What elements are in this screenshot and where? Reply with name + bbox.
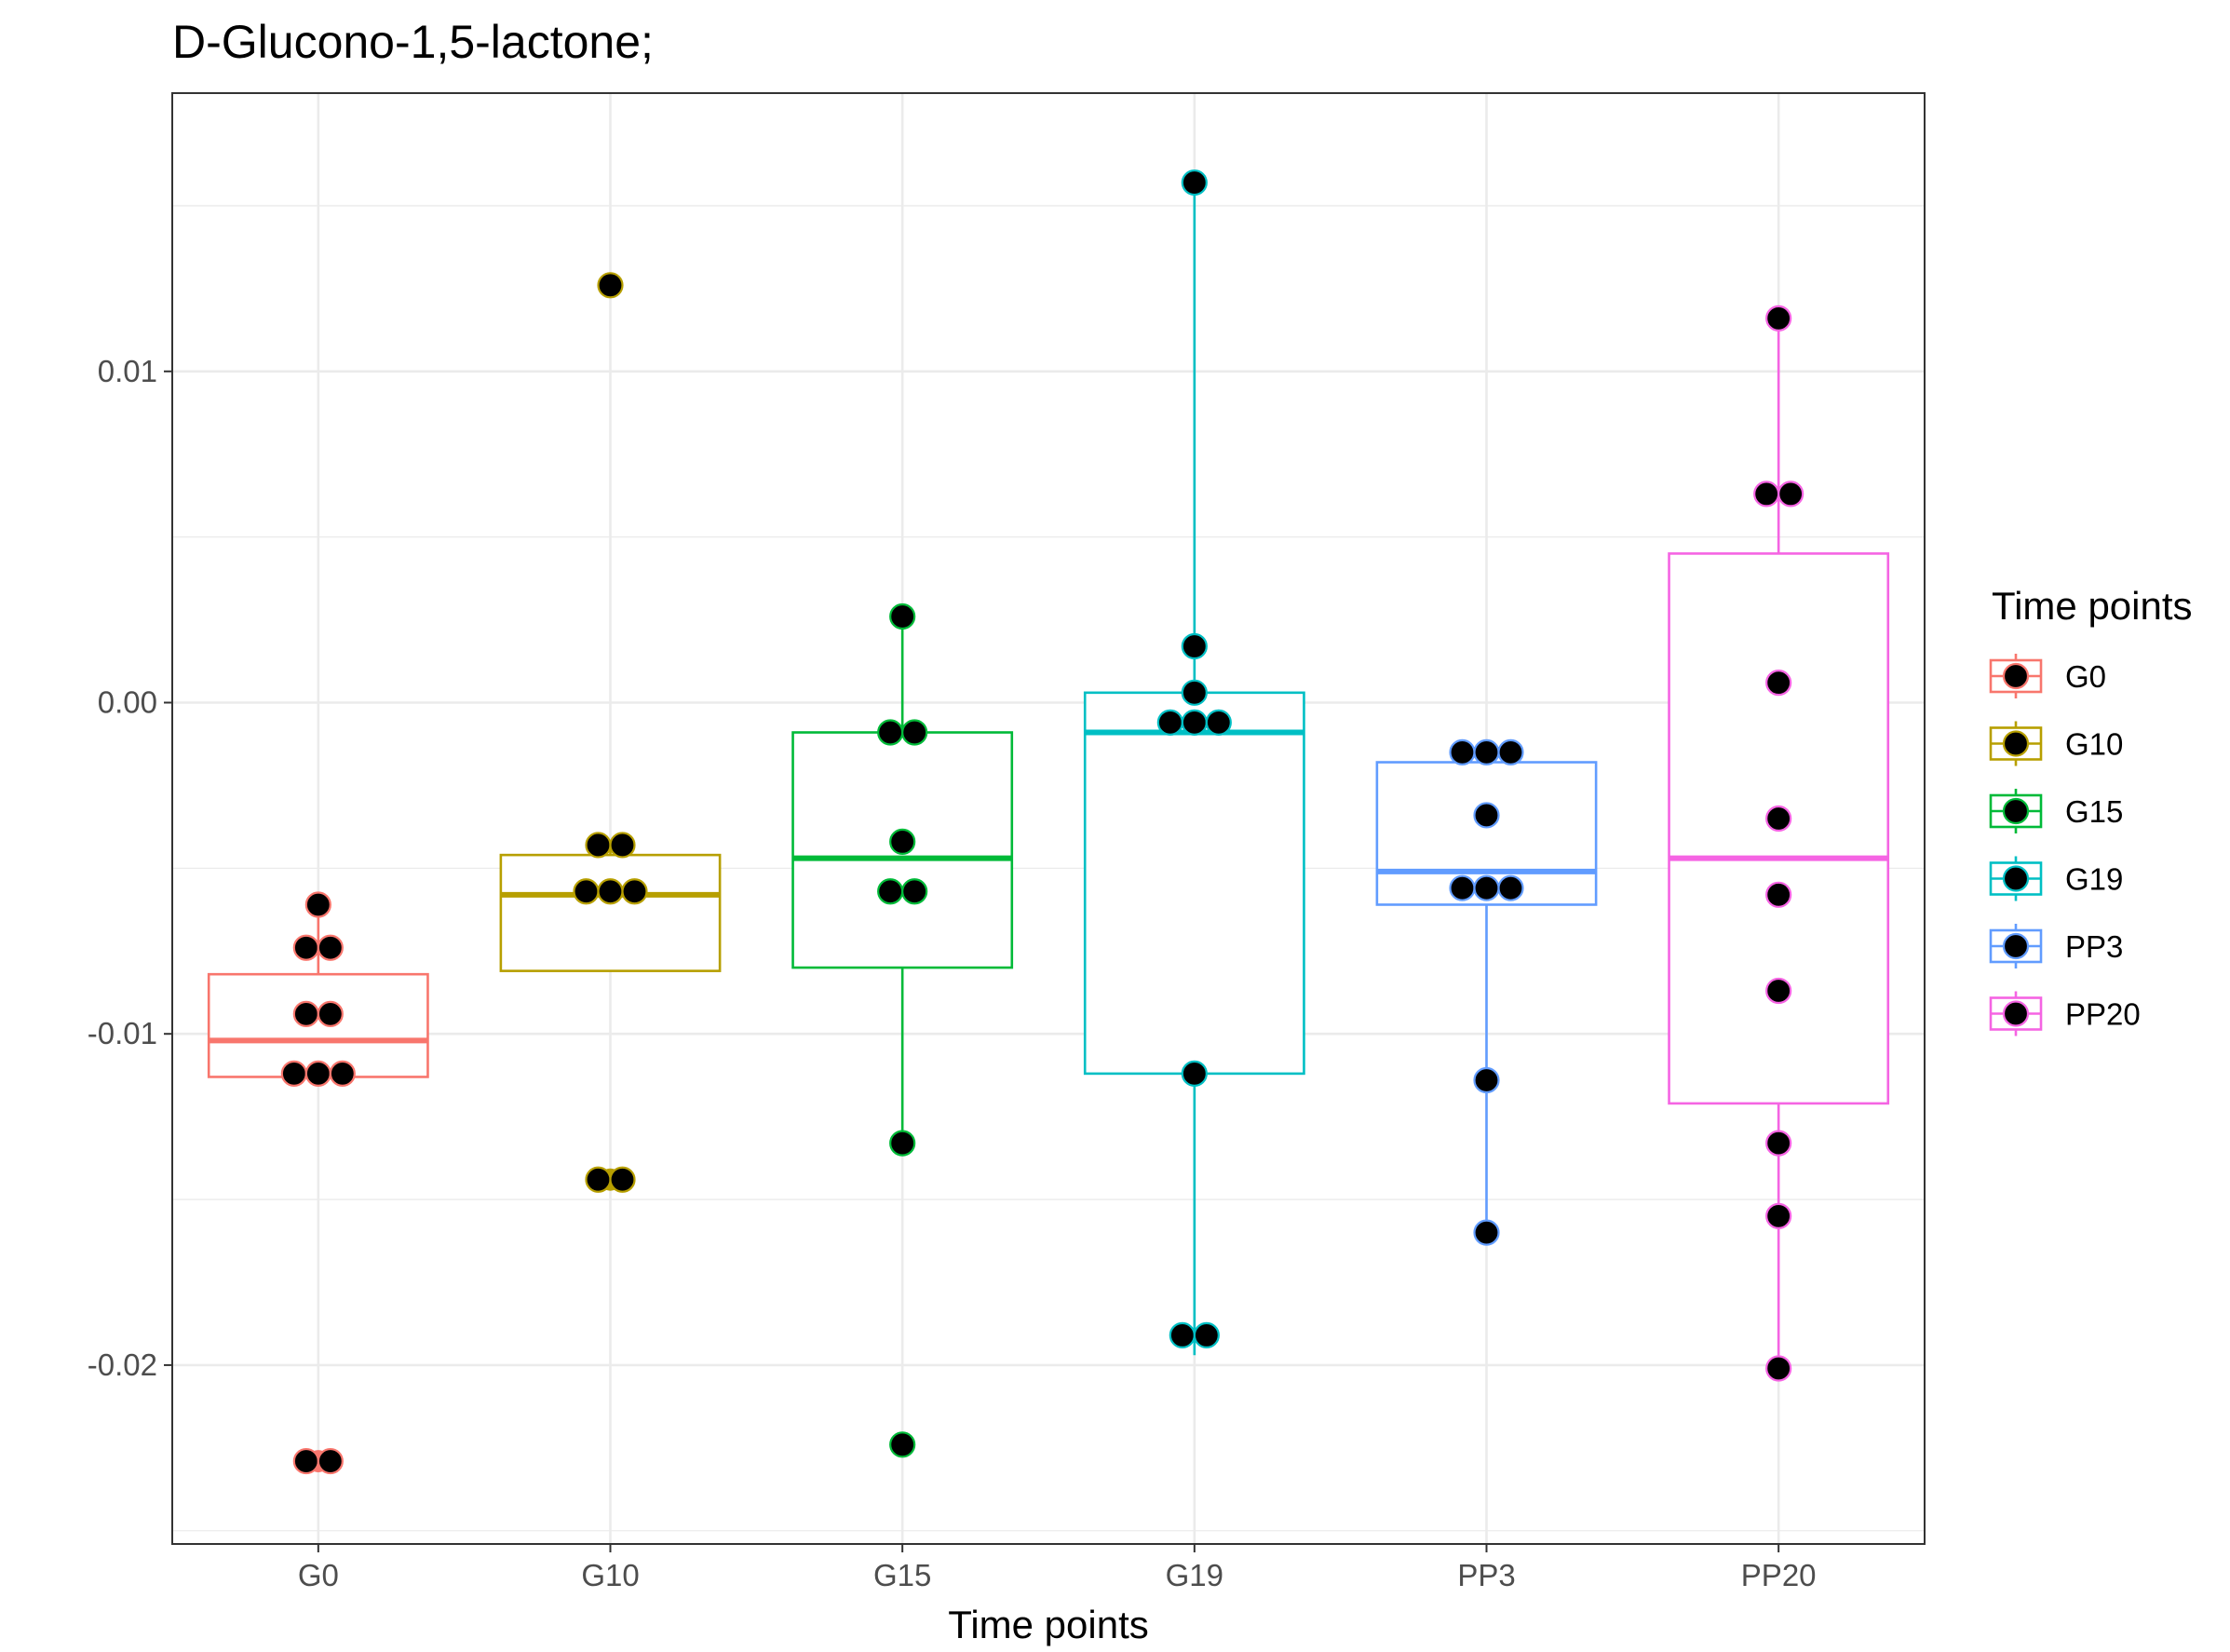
data-point-pp20 (1765, 1130, 1792, 1157)
data-point-g15 (889, 1431, 916, 1458)
data-point-pp20 (1765, 670, 1792, 697)
data-point-g15 (889, 1130, 916, 1157)
data-point-g10 (585, 832, 612, 859)
legend-item-pp20: PP20 (1989, 991, 2141, 1036)
box-g19 (1083, 183, 1305, 1356)
data-point-pp3 (1449, 874, 1476, 901)
legend-item-g19: G19 (1989, 856, 2123, 901)
data-point-g19 (1156, 709, 1183, 736)
data-point-g10 (609, 832, 636, 859)
data-point-g0 (317, 934, 344, 961)
data-point-g15 (901, 878, 928, 905)
legend-item-g10: G10 (1989, 721, 2123, 766)
data-point-pp3 (1473, 1066, 1500, 1094)
data-point-pp20 (1765, 1202, 1792, 1229)
x-tick-label: G10 (581, 1558, 639, 1592)
data-point-g0 (304, 891, 331, 918)
data-point-g15 (877, 878, 904, 905)
data-point-g15 (889, 603, 916, 630)
data-point-pp20 (1777, 481, 1804, 508)
data-point-g0 (317, 1000, 344, 1027)
data-point-pp20 (1765, 1355, 1792, 1382)
data-point-g15 (877, 719, 904, 746)
chart-title: D-Glucono-1,5-lactone; (172, 16, 654, 68)
data-point-g15 (901, 719, 928, 746)
data-point-g0 (329, 1060, 356, 1087)
data-point-pp3 (1473, 1219, 1500, 1246)
legend-key-point (2002, 865, 2030, 892)
legend-key-point (2002, 662, 2030, 690)
legend-label: G0 (2065, 659, 2106, 694)
legend-item-pp3: PP3 (1989, 924, 2123, 968)
data-point-g0 (280, 1060, 307, 1087)
data-point-g0 (292, 934, 319, 961)
data-point-g10 (597, 878, 624, 905)
x-tick-label: PP20 (1741, 1558, 1817, 1592)
data-point-pp3 (1449, 738, 1476, 765)
y-tick-label: -0.01 (88, 1016, 157, 1050)
x-tick-label: PP3 (1457, 1558, 1515, 1592)
legend-key-point (2002, 797, 2030, 825)
legend-items: G0 G10 G15 G19 PP3 PP20 (1989, 654, 2141, 1036)
legend-key-point (2002, 932, 2030, 960)
data-point-g15 (889, 828, 916, 855)
legend-label: G19 (2065, 862, 2123, 897)
y-axis: -0.02 -0.01 0.00 0.01 (88, 354, 172, 1382)
plot-panel-background (172, 93, 1925, 1544)
data-point-g0 (292, 1000, 319, 1027)
data-point-g10 (597, 272, 624, 299)
data-point-pp3 (1473, 802, 1500, 829)
data-point-g19 (1193, 1321, 1220, 1349)
legend-item-g0: G0 (1989, 654, 2106, 698)
data-point-pp20 (1765, 305, 1792, 332)
data-points (280, 169, 1804, 1475)
data-point-g10 (621, 878, 648, 905)
y-tick-label: -0.02 (88, 1347, 157, 1382)
data-point-g10 (609, 1166, 636, 1193)
legend-label: G15 (2065, 794, 2123, 829)
legend-title: Time points (1992, 584, 2193, 628)
legend-key-point (2002, 730, 2030, 757)
legend-label: PP20 (2065, 997, 2141, 1032)
x-axis-title: Time points (948, 1603, 1149, 1646)
data-point-g19 (1181, 679, 1208, 706)
data-point-g10 (573, 878, 600, 905)
data-point-g19 (1205, 709, 1232, 736)
plot-panel-border (171, 92, 1926, 1545)
y-tick-label: 0.01 (98, 354, 157, 388)
data-point-g19 (1181, 709, 1208, 736)
data-point-pp3 (1473, 874, 1500, 901)
legend-key-point (2002, 1000, 2030, 1027)
data-point-pp20 (1765, 805, 1792, 833)
data-point-pp20 (1765, 881, 1792, 908)
data-point-pp20 (1765, 977, 1792, 1005)
data-point-g0 (292, 1447, 319, 1475)
x-tick-label: G0 (298, 1558, 339, 1592)
x-tick-label: G15 (873, 1558, 931, 1592)
data-point-g19 (1181, 632, 1208, 660)
data-point-g0 (317, 1447, 344, 1475)
data-point-pp20 (1753, 481, 1780, 508)
data-point-g10 (585, 1166, 612, 1193)
box-iqr (1083, 691, 1305, 1076)
data-point-pp3 (1497, 738, 1524, 765)
x-tick-label: G19 (1166, 1558, 1223, 1592)
legend-item-g15: G15 (1989, 789, 2123, 833)
legend: Time points G0 G10 G15 G19 PP3 PP20 (1989, 584, 2193, 1036)
data-point-g19 (1181, 169, 1208, 196)
legend-label: G10 (2065, 727, 2123, 762)
data-point-pp3 (1473, 738, 1500, 765)
box-iqr (499, 853, 722, 972)
legend-label: PP3 (2065, 929, 2123, 964)
x-axis: G0 G10 G15 G19 PP3 PP20 (298, 1544, 1817, 1592)
data-point-g19 (1169, 1321, 1196, 1349)
data-point-g19 (1181, 1060, 1208, 1087)
data-point-pp3 (1497, 874, 1524, 901)
data-point-g0 (304, 1060, 331, 1087)
y-tick-label: 0.00 (98, 685, 157, 720)
